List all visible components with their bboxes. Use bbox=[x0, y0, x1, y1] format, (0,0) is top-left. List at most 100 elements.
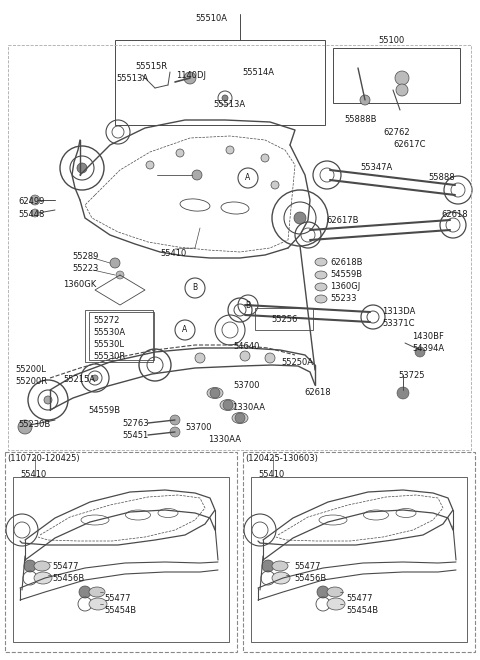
Text: 55456B: 55456B bbox=[294, 574, 326, 583]
Text: 55530A: 55530A bbox=[93, 328, 125, 337]
Circle shape bbox=[360, 95, 370, 105]
Circle shape bbox=[18, 420, 32, 434]
Circle shape bbox=[92, 375, 98, 381]
Text: 54394A: 54394A bbox=[412, 344, 444, 353]
Text: 55410: 55410 bbox=[258, 470, 284, 479]
Text: 55888B: 55888B bbox=[344, 115, 376, 124]
Circle shape bbox=[116, 271, 124, 279]
Text: 54559B: 54559B bbox=[88, 406, 120, 415]
Circle shape bbox=[240, 351, 250, 361]
Ellipse shape bbox=[315, 295, 327, 303]
Text: 62762: 62762 bbox=[383, 128, 409, 137]
Ellipse shape bbox=[272, 561, 288, 571]
Text: 55451: 55451 bbox=[122, 431, 148, 440]
Text: 53371C: 53371C bbox=[382, 319, 415, 328]
Text: 55514A: 55514A bbox=[242, 68, 274, 77]
Text: 62618B: 62618B bbox=[330, 258, 362, 267]
Text: 55448: 55448 bbox=[18, 210, 44, 219]
Text: 54559B: 54559B bbox=[330, 270, 362, 279]
Circle shape bbox=[176, 149, 184, 157]
Text: 55530R: 55530R bbox=[93, 352, 125, 361]
Ellipse shape bbox=[232, 412, 248, 424]
Text: 62617C: 62617C bbox=[393, 140, 425, 149]
Text: 55515R: 55515R bbox=[135, 62, 167, 71]
Ellipse shape bbox=[220, 399, 236, 411]
Circle shape bbox=[261, 154, 269, 162]
Text: 55272: 55272 bbox=[93, 316, 120, 325]
Ellipse shape bbox=[315, 283, 327, 291]
Text: 55256: 55256 bbox=[271, 315, 298, 324]
Text: 62618: 62618 bbox=[441, 210, 468, 219]
Ellipse shape bbox=[315, 258, 327, 266]
Ellipse shape bbox=[207, 387, 223, 399]
Circle shape bbox=[415, 347, 425, 357]
Bar bbox=[115, 40, 325, 125]
Text: A: A bbox=[182, 325, 188, 335]
Circle shape bbox=[262, 560, 274, 572]
Text: 55410: 55410 bbox=[20, 470, 46, 479]
Ellipse shape bbox=[327, 598, 345, 610]
Circle shape bbox=[271, 181, 279, 189]
Text: 1430BF: 1430BF bbox=[412, 332, 444, 341]
Text: 55454B: 55454B bbox=[104, 606, 136, 615]
Text: (110720-120425): (110720-120425) bbox=[7, 454, 80, 463]
Ellipse shape bbox=[89, 587, 105, 597]
Text: 1330AA: 1330AA bbox=[208, 435, 241, 444]
Text: 53700: 53700 bbox=[233, 381, 260, 390]
Text: 55513A: 55513A bbox=[213, 100, 245, 109]
Text: 55200L: 55200L bbox=[15, 365, 46, 374]
Bar bbox=[251, 477, 467, 642]
Circle shape bbox=[265, 353, 275, 363]
Text: 55513A: 55513A bbox=[116, 74, 148, 83]
Text: 1360GJ: 1360GJ bbox=[330, 282, 360, 291]
Text: 55100: 55100 bbox=[378, 36, 404, 45]
Text: A: A bbox=[245, 174, 251, 183]
Text: 55456B: 55456B bbox=[52, 574, 84, 583]
Bar bbox=[5, 452, 237, 652]
Text: 55233: 55233 bbox=[330, 294, 357, 303]
Circle shape bbox=[170, 415, 180, 425]
Circle shape bbox=[210, 388, 220, 398]
Bar bbox=[243, 452, 475, 652]
Text: 55477: 55477 bbox=[52, 562, 79, 571]
Circle shape bbox=[192, 170, 202, 180]
Text: 55510A: 55510A bbox=[195, 14, 227, 23]
Bar bbox=[255, 308, 313, 330]
Circle shape bbox=[110, 258, 120, 268]
Circle shape bbox=[397, 387, 409, 399]
Text: 55454B: 55454B bbox=[346, 606, 378, 615]
Circle shape bbox=[146, 161, 154, 169]
Bar bbox=[89, 312, 154, 360]
Text: 55888: 55888 bbox=[428, 173, 455, 182]
Circle shape bbox=[294, 212, 306, 224]
Text: 55250A: 55250A bbox=[281, 358, 313, 367]
Text: (120425-130603): (120425-130603) bbox=[245, 454, 318, 463]
Bar bbox=[85, 310, 153, 362]
Circle shape bbox=[195, 353, 205, 363]
Text: 55223: 55223 bbox=[72, 264, 98, 273]
Circle shape bbox=[223, 400, 233, 410]
Text: 1313DA: 1313DA bbox=[382, 307, 415, 316]
Circle shape bbox=[184, 72, 196, 84]
Circle shape bbox=[79, 586, 91, 598]
Bar bbox=[13, 477, 229, 642]
Text: B: B bbox=[192, 284, 198, 292]
Circle shape bbox=[31, 209, 39, 217]
Circle shape bbox=[226, 146, 234, 154]
Bar bbox=[333, 48, 460, 103]
Text: 1140DJ: 1140DJ bbox=[176, 71, 206, 80]
Circle shape bbox=[235, 413, 245, 423]
Ellipse shape bbox=[34, 561, 50, 571]
Text: 55347A: 55347A bbox=[360, 163, 392, 172]
Text: 53700: 53700 bbox=[185, 423, 212, 432]
Circle shape bbox=[24, 560, 36, 572]
Text: 55530L: 55530L bbox=[93, 340, 124, 349]
Ellipse shape bbox=[315, 271, 327, 279]
Ellipse shape bbox=[272, 572, 290, 584]
Text: 55200R: 55200R bbox=[15, 377, 47, 386]
Text: 53725: 53725 bbox=[398, 371, 424, 380]
Text: 55215A: 55215A bbox=[63, 375, 95, 384]
Circle shape bbox=[44, 396, 52, 404]
Circle shape bbox=[317, 586, 329, 598]
Text: B: B bbox=[245, 300, 251, 310]
